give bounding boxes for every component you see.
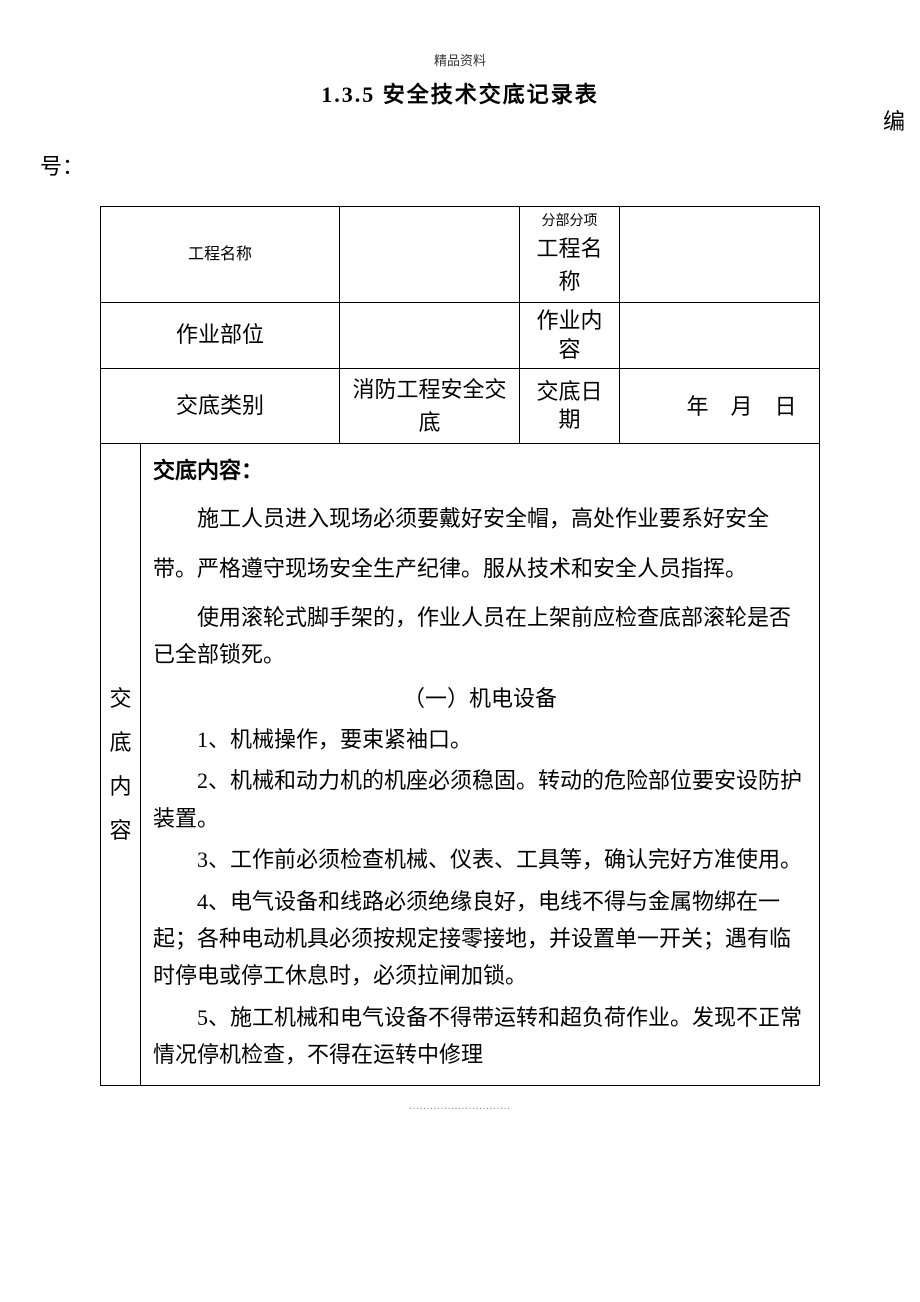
content-item3: 3、工作前必须检查机械、仪表、工具等，确认完好方准使用。 [153,841,807,878]
content-section1: （一）机电设备 [153,680,807,717]
bianhao-label: 编 号： [40,149,880,181]
cell-work-content-label: 作业内容 [520,303,620,369]
cell-work-part-label: 作业部位 [101,303,340,369]
table-row: 作业部位 作业内容 [101,303,820,369]
header-small-text: 精品资料 [40,50,880,69]
content-heading: 交底内容： [153,452,807,489]
table-wrapper: 工程名称 分部分项 工程名称 作业部位 作业内容 交底类别 消防工程安全交底 交… [100,206,820,1086]
table-row: 交底类别 消防工程安全交底 交底日期 年 月 日 [101,369,820,444]
record-table: 工程名称 分部分项 工程名称 作业部位 作业内容 交底类别 消防工程安全交底 交… [100,206,820,1086]
cell-work-part-value [340,303,520,369]
cell-disclosure-date-label: 交底日期 [520,369,620,444]
bian-char: 编 [883,104,905,136]
cell-subproject-value [620,207,820,303]
cell-disclosure-type-value: 消防工程安全交底 [340,369,520,444]
table-row: 交底内容 交底内容： 施工人员进入现场必须要戴好安全帽，高处作业要系好安全带。严… [101,444,820,1086]
content-item5: 5、施工机械和电气设备不得带运转和超负荷作业。发现不正常情况停机检查，不得在运转… [153,999,807,1074]
cell-content-body: 交底内容： 施工人员进入现场必须要戴好安全帽，高处作业要系好安全带。严格遵守现场… [141,444,820,1086]
content-para1: 施工人员进入现场必须要戴好安全帽，高处作业要系好安全带。严格遵守现场安全生产纪律… [153,494,807,595]
cell-disclosure-type-label: 交底类别 [101,369,340,444]
cell-project-name-value [340,207,520,303]
hao-char: 号： [40,149,84,181]
cell-content-side-label: 交底内容 [101,444,141,1086]
document-title: 1.3.5 安全技术交底记录表 [40,77,880,109]
cell-work-content-value [620,303,820,369]
content-item2: 2、机械和动力机的机座必须稳固。转动的危险部位要安设防护装置。 [153,762,807,837]
footer-dots: ............................. [40,1101,880,1112]
cell-project-name-label: 工程名称 [101,207,340,303]
cell-disclosure-date-value: 年 月 日 [620,369,820,444]
table-row: 工程名称 分部分项 工程名称 [101,207,820,303]
cell-subproject-label: 分部分项 工程名称 [520,207,620,303]
subproject-small: 分部分项 [526,211,613,232]
content-item4: 4、电气设备和线路必须绝缘良好，电线不得与金属物绑在一起；各种电动机具必须按规定… [153,883,807,995]
content-para2: 使用滚轮式脚手架的，作业人员在上架前应检查底部滚轮是否已全部锁死。 [153,599,807,674]
subproject-big: 工程名称 [526,232,613,298]
content-item1: 1、机械操作，要束紧袖口。 [153,721,807,758]
